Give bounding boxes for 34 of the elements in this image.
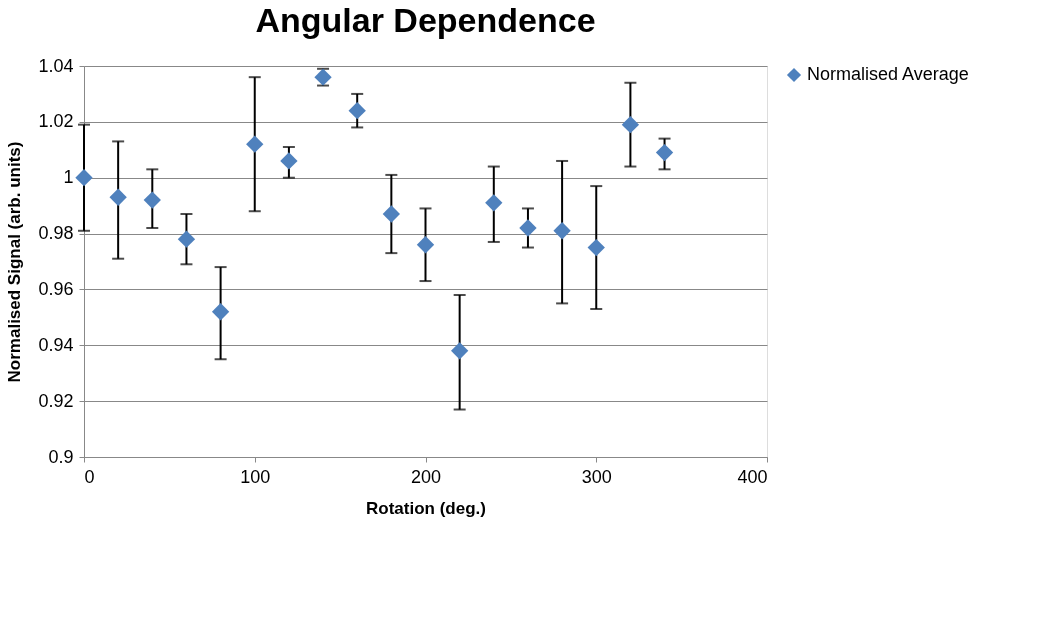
y-tick-label: 0.98 bbox=[38, 223, 74, 244]
x-tick-label: 100 bbox=[240, 466, 271, 487]
x-tick-label: 300 bbox=[581, 466, 612, 487]
y-tick-label: 0.94 bbox=[38, 334, 74, 355]
point bbox=[450, 342, 469, 360]
point bbox=[416, 236, 435, 254]
point bbox=[553, 222, 571, 240]
x-tick-label: 0 bbox=[84, 466, 95, 487]
point bbox=[75, 169, 93, 187]
x-tick-label: 400 bbox=[737, 466, 768, 487]
x-tick-label: 200 bbox=[410, 466, 442, 487]
y-tick-label: 1.04 bbox=[38, 55, 74, 76]
point bbox=[348, 102, 366, 120]
point bbox=[587, 238, 605, 257]
point bbox=[246, 135, 264, 153]
point bbox=[211, 303, 230, 321]
point bbox=[109, 188, 127, 206]
legend-label: Normalised Average bbox=[807, 64, 969, 84]
point bbox=[621, 115, 640, 134]
y-tick-label: 1 bbox=[63, 167, 74, 188]
point bbox=[519, 219, 537, 237]
y-tick-label: 0.96 bbox=[38, 278, 74, 299]
y-tick-label: 0.9 bbox=[48, 446, 74, 467]
y-tick-label: 0.92 bbox=[38, 390, 74, 411]
x-axis-title: Rotation (deg.) bbox=[366, 498, 486, 518]
y-axis-title: Normalised Signal (arb. units) bbox=[5, 141, 25, 383]
point bbox=[655, 143, 674, 162]
chart-title: Angular Dependence bbox=[255, 1, 596, 39]
point bbox=[177, 230, 196, 248]
point bbox=[485, 194, 503, 212]
point bbox=[280, 152, 298, 170]
y-tick-label: 1.02 bbox=[38, 111, 74, 132]
point bbox=[382, 205, 401, 223]
point bbox=[143, 191, 161, 209]
